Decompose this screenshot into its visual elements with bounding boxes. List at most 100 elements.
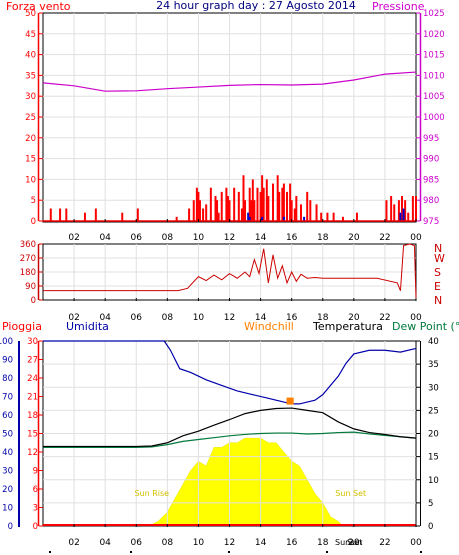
- axis-tick-label: 360: [20, 240, 36, 250]
- axis-tick-label: 25: [428, 406, 439, 416]
- axis-tick-label: 10: [25, 175, 36, 185]
- time-tick-label: 04: [99, 313, 111, 323]
- footer-dot: [130, 551, 132, 553]
- sun-annotation: Sun Set: [335, 489, 366, 498]
- temperature-humidity-grid: [43, 341, 416, 526]
- axis-tick-label: 985: [423, 175, 439, 185]
- axis-tick-label: 27: [27, 356, 38, 366]
- axis-tick-label: 24: [27, 374, 38, 384]
- pressure-axis-title: Pressione: [372, 0, 425, 13]
- humidity-axis-title: Umidita: [66, 320, 109, 333]
- axis-tick-label: 5: [428, 499, 433, 509]
- axis-tick-label: 50: [25, 9, 36, 19]
- axis-tick-label: 1025: [423, 9, 445, 19]
- time-tick-label: 16: [286, 538, 298, 548]
- axis-tick-label: 15: [428, 453, 439, 463]
- axis-tick-label: 30: [27, 337, 38, 347]
- axis-tick-label: 0: [428, 522, 433, 532]
- time-tick-label: 18: [317, 538, 329, 548]
- compass-label: W: [434, 252, 445, 265]
- pressure-axis: 1025 1020 1015 1010 1005 1000 995 990 985 980 975: [416, 9, 445, 227]
- axis-tick-label: 30: [25, 92, 36, 102]
- axis-tick-label: 18: [27, 411, 38, 421]
- time-tick-label: 10: [193, 538, 205, 548]
- wind-gust-bars: [49, 175, 417, 221]
- wind-direction-line: [43, 243, 417, 299]
- axis-tick-label: 5: [31, 196, 36, 206]
- axis-tick-label: 20: [25, 134, 36, 144]
- time-tick-label: 08: [162, 233, 174, 243]
- dewpoint-line: [43, 431, 417, 448]
- time-axis-1: 02 04 06 08 10 12 14 16 18 20 22 00: [68, 219, 422, 243]
- axis-tick-label: 990: [423, 155, 439, 165]
- axis-tick-label: 21: [27, 393, 38, 403]
- axis-tick-label: 1005: [423, 92, 445, 102]
- footer-dot: [228, 551, 230, 553]
- axis-tick-label: 50: [2, 430, 13, 440]
- time-tick-label: 22: [379, 233, 390, 243]
- sun-footer: Sun: [347, 538, 362, 547]
- axis-tick-label: 30: [2, 467, 13, 477]
- time-tick-label: 00: [410, 233, 422, 243]
- degrees-axis: 360 270 180 90 0: [20, 240, 43, 306]
- humidity-line: [43, 340, 417, 405]
- sun-annotation: Sun Rise: [134, 489, 169, 498]
- axis-tick-label: 40: [2, 448, 13, 458]
- time-tick-label: 20: [348, 233, 360, 243]
- axis-tick-label: 1020: [423, 30, 445, 40]
- axis-tick-label: 9: [33, 467, 38, 477]
- wind-direction-grid: [43, 244, 416, 300]
- axis-tick-label: 1015: [423, 51, 445, 61]
- time-tick-label: 10: [193, 313, 205, 323]
- axis-tick-label: 80: [2, 374, 13, 384]
- axis-tick-label: 70: [2, 393, 13, 403]
- time-tick-label: 12: [224, 313, 235, 323]
- compass-label: S: [434, 266, 441, 279]
- axis-tick-label: 10: [428, 476, 439, 486]
- axis-tick-label: 180: [20, 268, 36, 278]
- axis-tick-label: 40: [428, 337, 439, 347]
- time-tick-label: 00: [410, 313, 422, 323]
- sun-annotations: Sun Rise Sun Set: [134, 489, 366, 498]
- compass-label: N: [434, 242, 442, 255]
- axis-tick-label: 270: [20, 254, 36, 264]
- windchill-marks: [286, 397, 294, 405]
- time-axis-3: 02 04 06 08 10 12 14 16 18 20 22 00: [68, 524, 422, 548]
- temperature-line: [43, 407, 417, 448]
- dewpoint-legend: Dew Point (°C: [392, 320, 459, 333]
- axis-tick-label: 35: [25, 71, 36, 81]
- compass-label: E: [434, 280, 441, 293]
- axis-tick-label: 0: [31, 217, 36, 227]
- windchill-mark: [289, 397, 294, 405]
- footer-dot: [420, 551, 422, 553]
- temperature-humidity-panel: 1009080706050403020100 30272421181512963…: [0, 337, 439, 548]
- rain-axis-title: Pioggia: [2, 320, 42, 333]
- time-axis-2: 02 04 06 08 10 12 14 16 18 20 22 00: [68, 298, 422, 323]
- time-tick-label: 14: [255, 233, 267, 243]
- compass-label: N: [434, 294, 442, 307]
- solar-area: [148, 437, 344, 527]
- axis-tick-label: 45: [25, 30, 36, 40]
- axis-tick-label: 975: [423, 217, 439, 227]
- axis-tick-label: 25: [25, 113, 36, 123]
- axis-tick-label: 10: [2, 504, 13, 514]
- axis-tick-label: 1000: [423, 113, 445, 123]
- axis-tick-label: 90: [25, 282, 36, 292]
- time-tick-label: 16: [286, 233, 298, 243]
- sunset-footer: Sunset: [335, 538, 362, 547]
- time-tick-label: 02: [68, 538, 79, 548]
- axis-tick-label: 3: [33, 504, 38, 514]
- time-tick-label: 04: [99, 538, 111, 548]
- axis-tick-label: 15: [25, 155, 36, 165]
- time-tick-label: 04: [99, 233, 111, 243]
- time-tick-label: 10: [193, 233, 205, 243]
- time-tick-label: 16: [286, 313, 298, 323]
- windchill-legend: Windchill: [244, 320, 294, 333]
- time-tick-label: 06: [131, 313, 143, 323]
- windchill-mark: [286, 397, 291, 405]
